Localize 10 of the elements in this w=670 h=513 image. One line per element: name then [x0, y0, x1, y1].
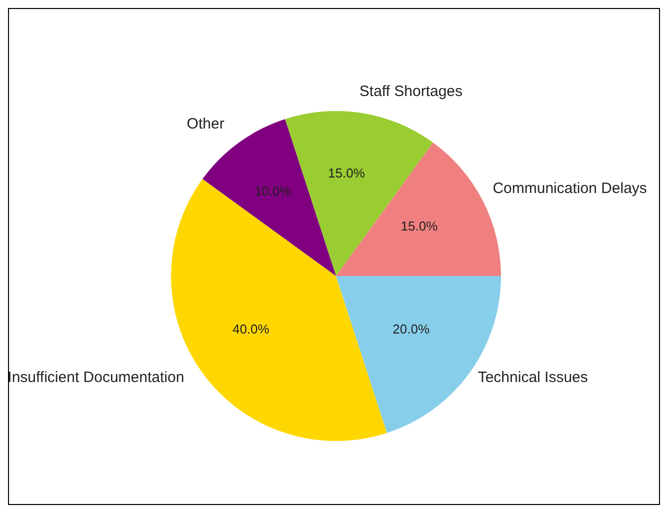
slice-label: Staff Shortages	[359, 83, 463, 100]
slice-label: Technical Issues	[478, 369, 588, 386]
slice-label: Other	[186, 116, 224, 133]
data-label: 40.0%	[232, 322, 270, 337]
data-label: 15.0%	[328, 166, 366, 181]
data-label: 10.0%	[254, 183, 292, 198]
data-label: 20.0%	[392, 322, 430, 337]
data-label: 15.0%	[400, 218, 438, 234]
slice-label: Insufficient Documentation	[8, 369, 184, 386]
slice-label: Communication Delays	[492, 180, 647, 198]
